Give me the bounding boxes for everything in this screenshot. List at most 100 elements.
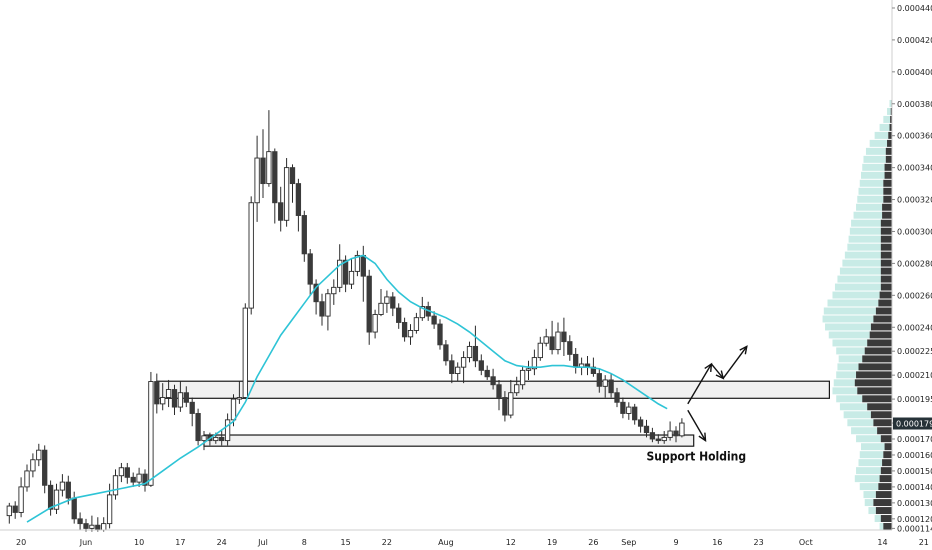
volume-profile-bar-light xyxy=(883,115,891,123)
time-tick-label: 12 xyxy=(506,538,516,547)
price-tick-label: 0.00030000 xyxy=(897,227,932,236)
candle-up xyxy=(466,345,473,359)
volume-profile-bar-dark xyxy=(873,499,892,507)
volume-profile-bar-light xyxy=(851,219,881,227)
volume-profile-bar-dark xyxy=(862,355,892,363)
volume-profile-bar-dark xyxy=(875,307,892,315)
annotations: Support Holding xyxy=(647,450,747,464)
volume-profile-bar-light xyxy=(839,403,868,411)
candle-down xyxy=(573,353,579,368)
candle-down xyxy=(437,323,443,346)
price-tick-label: 0.00034000 xyxy=(897,164,932,173)
annotation-label: Support Holding xyxy=(647,450,747,464)
volume-profile-bar-light xyxy=(837,275,881,283)
candle-up xyxy=(112,475,119,496)
volume-profile-bar-light xyxy=(861,171,885,179)
candle-up xyxy=(59,481,66,491)
volume-profile-bar-light xyxy=(838,355,863,363)
candle-up xyxy=(136,473,142,483)
candle-up xyxy=(254,157,260,204)
volume-profile-bar-dark xyxy=(857,387,892,395)
volume-profile-bar-light xyxy=(832,291,880,299)
price-axis[interactable]: 0.00044000 0.00042000 0.00040000 0.00038000… xyxy=(891,0,932,533)
volume-profile-bar-light xyxy=(849,227,881,235)
volume-profile-bar-dark xyxy=(856,371,892,379)
candle-down xyxy=(65,481,71,499)
volume-profile-bar-light xyxy=(851,427,878,435)
candle-down xyxy=(561,331,567,343)
time-axis[interactable]: 20 Jun 10 17 24 Jul 8 15 22 Aug 12 19 26 Sep 9 16 23 Oct 1… xyxy=(0,529,929,547)
moving-average-line xyxy=(26,254,668,523)
candle-up xyxy=(543,336,549,344)
volume-profile-bar-dark xyxy=(880,259,892,267)
volume-profile-bar-light xyxy=(847,419,874,427)
time-tick-label: 15 xyxy=(341,538,351,547)
volume-profile-bar-dark xyxy=(887,139,892,147)
candle-up xyxy=(384,296,390,304)
candle-down xyxy=(77,518,83,525)
volume-profile-bar-dark xyxy=(880,515,892,523)
volume-profile-bar-dark xyxy=(883,195,892,203)
volume-profile-bar-dark xyxy=(882,211,892,219)
price-tick-label: 0.00016000 xyxy=(897,451,932,460)
candle-down xyxy=(396,307,402,323)
candle-down xyxy=(189,401,195,414)
candle-down xyxy=(443,344,449,362)
candle-up xyxy=(160,397,166,405)
candle-down xyxy=(295,183,302,216)
volume-profile-bar-dark xyxy=(854,379,892,387)
volume-profile-bar-light xyxy=(858,187,884,195)
volume-profile-bar-dark xyxy=(878,299,892,307)
volume-profile-bar-light xyxy=(847,243,881,251)
volume-profile-bar-light xyxy=(858,459,883,467)
volume-profile-bar-light xyxy=(856,203,883,211)
volume-profile-bar-dark xyxy=(878,483,892,491)
candle-up xyxy=(407,330,414,338)
candle-down xyxy=(490,376,496,386)
volume-profile-bar-dark xyxy=(870,323,892,331)
price-tick-label: 0.00012000 xyxy=(897,515,932,524)
price-tick-label: 0.00032000 xyxy=(897,196,932,205)
volume-profile-bar-light xyxy=(836,371,857,379)
candle-up xyxy=(626,406,632,414)
candle-up xyxy=(236,397,243,400)
candle-down xyxy=(496,384,502,398)
volume-profile-bar-dark xyxy=(880,467,892,475)
candle-down xyxy=(301,215,307,255)
volume-profile-bar-light xyxy=(859,179,884,187)
time-tick-label: 21 xyxy=(919,538,929,547)
volume-profile-bar-light xyxy=(823,307,876,315)
volume-profile-bar-light xyxy=(844,251,881,259)
candle-up xyxy=(89,524,95,529)
candle-down xyxy=(289,167,296,185)
volume-profile-bar-dark xyxy=(884,163,892,171)
time-tick-label: 22 xyxy=(382,538,392,547)
candle-up xyxy=(230,398,237,421)
volume-profile-bar-light xyxy=(856,467,881,475)
candle-down xyxy=(649,432,656,440)
candle-up xyxy=(24,470,30,488)
current-price-label: 0.00017971 xyxy=(896,420,932,429)
volume-profile-bar-dark xyxy=(890,115,892,123)
candle-down xyxy=(608,379,614,394)
volume-profile-bar-light xyxy=(832,387,858,395)
price-tick-label: 0.00022500 xyxy=(897,347,932,356)
volume-profile-bar-dark xyxy=(888,131,892,139)
candle-up xyxy=(419,306,425,319)
volume-profile-bar-light xyxy=(879,123,890,131)
candle-up xyxy=(283,167,290,221)
candle-up xyxy=(455,366,461,375)
volume-profile-bar-dark xyxy=(880,219,892,227)
candle-up xyxy=(537,342,543,359)
time-tick-label: Sep xyxy=(621,538,636,547)
volume-profile-bar-dark xyxy=(882,459,892,467)
volume-profile-bar-dark xyxy=(880,267,892,275)
time-tick-label: 20 xyxy=(16,538,26,547)
volume-profile-bar-dark xyxy=(884,443,892,451)
volume-profile-bar-dark xyxy=(880,435,892,443)
time-tick-label: 19 xyxy=(547,538,557,547)
candle-down xyxy=(183,392,189,403)
candle-up xyxy=(101,523,107,531)
candle-down xyxy=(319,301,325,317)
